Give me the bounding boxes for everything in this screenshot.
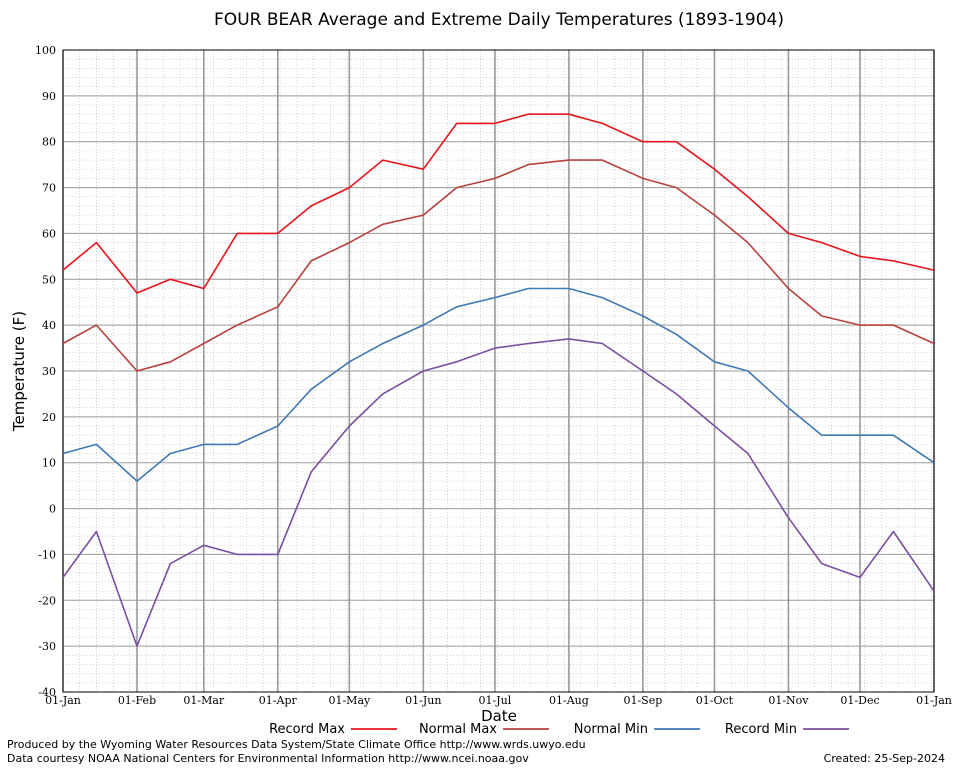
normal-min-series-line (62, 287, 935, 482)
y-axis-label: Temperature (F) (10, 311, 28, 432)
x-tick-label: 01-Sep (623, 694, 662, 707)
x-tick-label: 01-Oct (696, 694, 734, 707)
record-max-series-line (62, 113, 935, 294)
x-tick-label: 01-Nov (768, 694, 809, 707)
normal-max-series-line (62, 159, 935, 372)
x-tick-label: 01-Apr (259, 694, 298, 707)
y-tick-label: 100 (35, 44, 56, 57)
legend-label-normal-max: Normal Max (419, 722, 497, 737)
footer-data-courtesy: Data courtesy NOAA National Centers for … (7, 752, 529, 765)
x-tick-label: 01-May (328, 694, 371, 707)
series-layer (62, 113, 935, 647)
y-tick-label: 30 (42, 365, 56, 378)
y-tick-label: -10 (38, 548, 56, 561)
y-tick-label: 0 (49, 503, 56, 516)
record-min-series-line (62, 338, 935, 647)
x-axis-ticks: 01-Jan 01-Feb 01-Mar 01-Apr 01-May 01-Jun 01-J… (45, 694, 952, 707)
y-tick-label: 20 (42, 411, 56, 424)
y-tick-label: -20 (38, 594, 56, 607)
x-tick-label: 01-Jan (45, 694, 81, 707)
x-tick-label: 01-Aug (549, 694, 589, 707)
y-tick-label: -30 (38, 640, 56, 653)
y-tick-label: 60 (42, 227, 56, 240)
y-tick-label: 40 (42, 319, 56, 332)
y-tick-label: 10 (42, 457, 56, 470)
y-tick-label: -40 (38, 686, 56, 699)
footer-created-date: Created: 25-Sep-2024 (824, 752, 945, 765)
x-tick-label: 01-Feb (118, 694, 156, 707)
x-tick-label: 01-Mar (183, 694, 225, 707)
legend-label-normal-min: Normal Min (574, 722, 648, 737)
x-tick-label: 01-Jul (479, 694, 512, 707)
y-tick-label: 70 (42, 182, 56, 195)
footer-produced-by: Produced by the Wyoming Water Resources … (7, 738, 586, 751)
y-tick-label: 90 (42, 90, 56, 103)
chart-title: FOUR BEAR Average and Extreme Daily Temp… (214, 10, 784, 30)
major-gridlines (62, 49, 935, 693)
x-tick-label: 01-Dec (840, 694, 879, 707)
y-tick-label: 80 (42, 136, 56, 149)
x-tick-label: 01-Jan (916, 694, 952, 707)
plot-frame (62, 49, 935, 693)
legend-label-record-min: Record Min (725, 722, 797, 737)
legend: Record Max Normal Max Normal Min Record Min (269, 722, 849, 737)
x-axis-label: Date (481, 707, 517, 725)
legend-label-record-max: Record Max (269, 722, 345, 737)
y-tick-label: 50 (42, 273, 56, 286)
x-tick-label: 01-Jun (405, 694, 441, 707)
